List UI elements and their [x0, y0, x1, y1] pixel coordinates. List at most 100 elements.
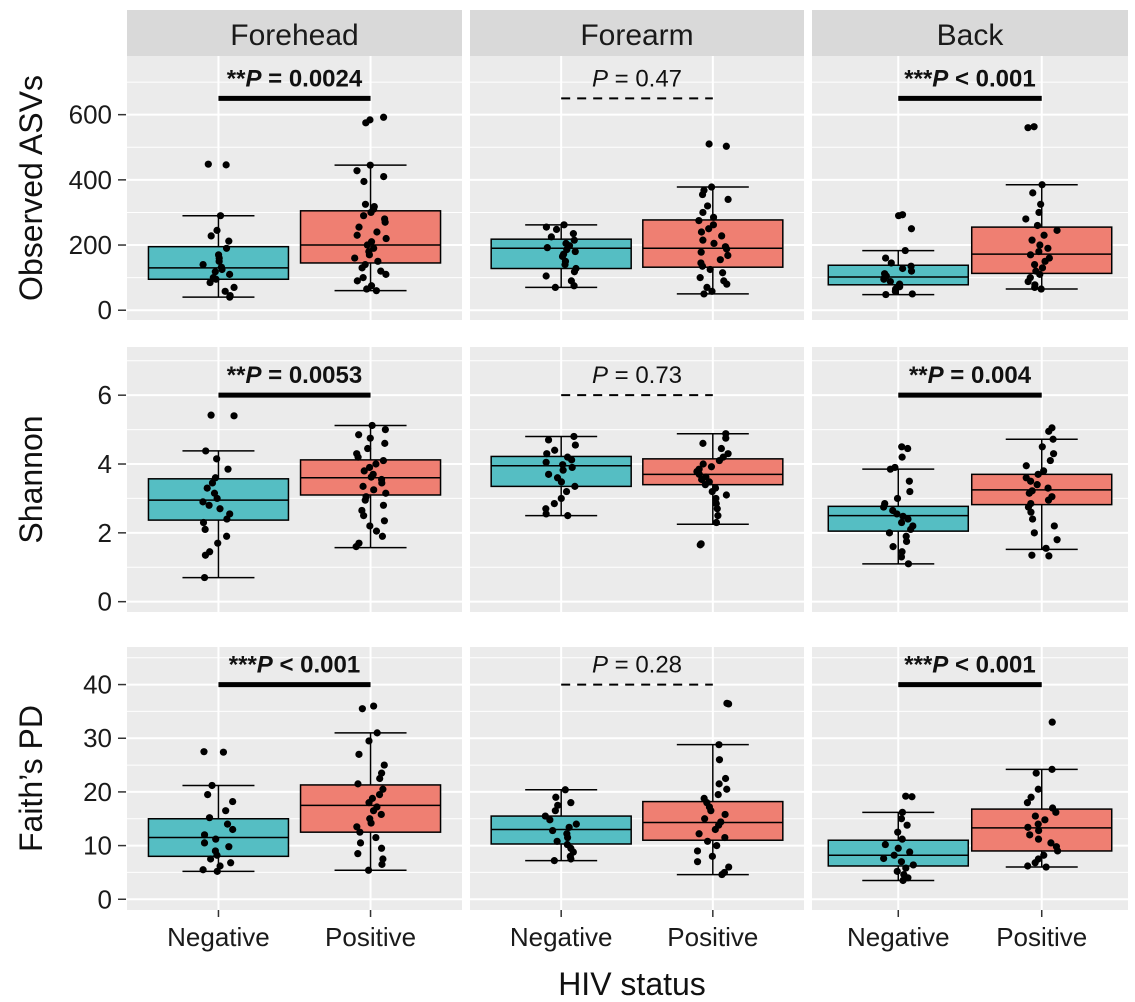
data-point [381, 425, 389, 434]
data-point [542, 505, 550, 513]
p-value-label: **P = 0.0053 [227, 362, 362, 389]
data-point [205, 814, 214, 822]
data-point [225, 237, 233, 245]
data-point [904, 444, 912, 453]
data-point [213, 226, 221, 234]
data-point [707, 463, 716, 471]
data-point [695, 216, 703, 225]
data-point [230, 283, 238, 292]
data-point [904, 560, 913, 568]
data-point [1045, 552, 1053, 560]
data-point [722, 491, 730, 499]
data-point [563, 833, 572, 842]
data-point [363, 285, 371, 293]
data-point [886, 277, 894, 286]
data-point [370, 702, 378, 710]
y-tick-label: 0 [98, 884, 112, 914]
data-point [698, 190, 707, 199]
data-point [724, 195, 732, 204]
data-point [204, 791, 212, 799]
facet-panel: ***P < 0.001 [812, 647, 1128, 910]
data-point [907, 267, 916, 275]
data-point [382, 270, 390, 278]
data-point [562, 487, 571, 496]
data-point [366, 161, 374, 169]
data-point [1035, 208, 1043, 217]
data-point [561, 260, 569, 269]
p-value-label: ***P < 0.001 [229, 652, 360, 679]
data-point [721, 774, 730, 783]
data-point [1033, 481, 1041, 489]
facet-strip [470, 10, 804, 56]
data-point [570, 236, 578, 244]
data-point [1050, 522, 1058, 530]
data-point [216, 505, 224, 513]
data-point [703, 283, 711, 292]
data-point [1024, 124, 1032, 132]
data-point [723, 785, 731, 793]
data-point [705, 225, 713, 233]
x-tick-label: Negative [847, 922, 950, 952]
data-point [1037, 285, 1045, 293]
data-point [570, 432, 578, 441]
data-point [898, 453, 906, 461]
facet-strip-label: Forehead [230, 19, 358, 52]
data-point [1042, 544, 1050, 552]
data-point [1053, 226, 1061, 234]
data-point [897, 858, 906, 866]
data-point [885, 529, 894, 537]
data-point [213, 851, 221, 859]
data-point [550, 499, 558, 508]
data-point [1034, 470, 1042, 478]
data-point [213, 494, 221, 503]
data-point [568, 456, 576, 464]
data-point [207, 855, 215, 863]
data-point [1028, 551, 1036, 559]
data-point [366, 434, 374, 442]
y-tick-label: 400 [69, 165, 112, 195]
data-point [208, 479, 217, 487]
data-point [542, 458, 550, 466]
data-point [1035, 247, 1043, 256]
data-point [1028, 236, 1036, 244]
data-point [706, 265, 714, 274]
data-point [707, 183, 716, 191]
data-point [722, 245, 731, 253]
data-point [570, 282, 578, 290]
x-tick-label: Negative [167, 922, 270, 952]
y-tick-label: 0 [98, 587, 112, 617]
data-point [378, 860, 386, 868]
data-point [1044, 244, 1052, 252]
data-point [213, 867, 221, 875]
data-point [551, 283, 559, 292]
data-point [199, 498, 207, 506]
data-point [701, 815, 709, 823]
data-point [1031, 283, 1039, 292]
data-point [206, 278, 214, 287]
data-point [368, 421, 376, 430]
data-point [546, 816, 554, 824]
data-point [213, 455, 221, 463]
data-point [718, 870, 726, 879]
data-point [381, 439, 389, 447]
box-negative [827, 505, 970, 532]
data-point [353, 823, 361, 831]
data-point [230, 412, 238, 420]
data-point [902, 864, 910, 872]
data-point [364, 866, 373, 874]
data-point [1035, 826, 1043, 835]
data-point [1026, 251, 1035, 259]
data-point [903, 821, 911, 829]
data-point [898, 518, 906, 527]
data-point [1040, 467, 1048, 475]
data-point [693, 847, 702, 855]
data-point [214, 539, 222, 547]
data-point [352, 543, 360, 551]
data-point [226, 293, 234, 301]
data-point [351, 254, 359, 262]
data-point [905, 477, 913, 485]
data-point [358, 264, 366, 272]
x-axis-title: HIV status [558, 966, 706, 1002]
data-point [891, 287, 899, 295]
